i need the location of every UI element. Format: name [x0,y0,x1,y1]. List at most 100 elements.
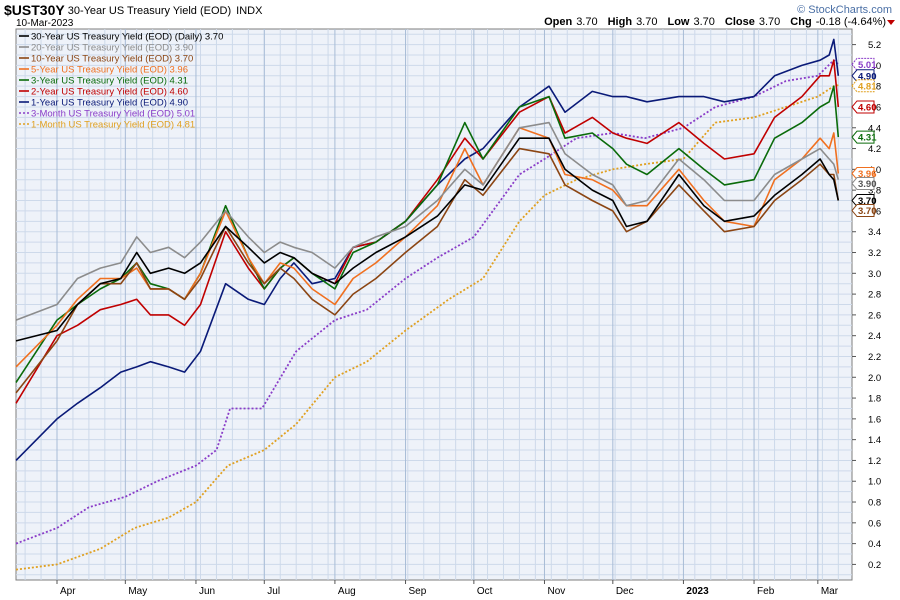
y-tick-label: 2.4 [868,331,881,342]
ohlc-value: 3.70 [576,16,597,28]
x-tick-label: Jun [199,586,215,597]
grid-lines [16,29,852,580]
value-tag-box [851,130,875,144]
x-tick-label: Dec [616,586,634,597]
x-tick-label: Jul [267,586,280,597]
y-tick-label: 2.6 [868,310,881,321]
chart-date: 10-Mar-2023 [16,18,74,29]
ohlc-label: High [608,16,633,28]
y-tick-label: 1.4 [868,435,881,446]
y-tick-label: 2.0 [868,373,881,384]
y-tick-label: 0.6 [868,518,881,529]
ohlc-value: 3.70 [759,16,780,28]
y-tick-label: 5.2 [868,40,881,51]
y-tick-label: 1.0 [868,477,881,488]
legend-label: 1-Month US Treasury Yield (EOD) 4.81 [31,120,195,131]
value-tag-label: 3.96 [858,169,877,180]
series-line [15,85,840,383]
x-tick-label: May [128,586,147,597]
legend-label: 10-Year US Treasury Yield (EOD) 3.70 [31,54,193,65]
value-tag-label: 3.70 [858,206,877,217]
y-axis: 0.2 0.4 0.6 0.8 1.0 1.2 1.4 1.6 1.8 2.0 2.2 2.4 2.6 2… [852,40,881,571]
x-tick-label: Mar [821,586,839,597]
y-tick-label: 3.4 [868,227,881,238]
down-arrow-icon [887,20,895,25]
value-tag: 3.70 [851,204,877,218]
y-tick-label: 1.6 [868,414,881,425]
y-tick-label: 1.8 [868,394,881,405]
series-line [15,84,839,571]
y-tick-label: 0.4 [868,539,881,550]
legend-label: 30-Year US Treasury Yield (EOD) (Daily) … [31,32,223,43]
value-tag-label: 4.31 [858,133,877,144]
legend-label: 20-Year US Treasury Yield (EOD) 3.90 [31,43,193,54]
legend-label: 3-Month US Treasury Yield (EOD) 5.01 [31,109,195,120]
legend-label: 5-Year US Treasury Yield (EOD) 3.96 [31,65,188,76]
series-line [15,147,840,394]
value-tag: 4.31 [851,130,877,144]
legend-label: 2-Year US Treasury Yield (EOD) 4.60 [31,87,188,98]
ohlc-label: Chg [790,16,811,28]
x-tick-label: Feb [757,586,775,597]
chart-exchange: INDX [236,5,263,17]
chart-symbol: $UST30Y [4,2,65,18]
series-line [15,121,840,321]
series-line [15,59,839,545]
y-tick-label: 4.6 [868,102,881,113]
last-value-tags: 5.014.904.81 4.60 4.31 3.963.90 3.703.70 [851,57,877,218]
value-tag: 4.60 [851,100,877,114]
x-axis: Apr May Jun Jul Aug Sep Oct Nov Dec 2023 Feb Mar [56,580,839,597]
ohlc-label: Low [667,16,689,28]
ohlc-label: Close [725,16,755,28]
value-tag: 3.90 [851,177,877,191]
value-tag-box [851,100,875,114]
value-tag-label: 5.01 [858,60,877,71]
y-tick-label: 3.0 [868,269,881,280]
y-tick-label: 1.2 [868,456,881,467]
legend-label: 1-Year US Treasury Yield (EOD) 4.90 [31,98,188,109]
value-tag-box [851,79,875,93]
value-tag-label: 4.81 [858,81,877,92]
value-tag-label: 4.90 [858,71,877,82]
x-tick-label: Apr [60,586,76,597]
series-line [15,59,840,404]
y-tick-label: 3.2 [868,248,881,259]
ohlc-value: -0.18 (-4.64%) [816,16,886,28]
value-tag-label: 3.70 [858,196,877,207]
value-tag-box [851,57,875,71]
value-tag-box [851,177,875,191]
x-tick-label: 2023 [686,586,709,597]
value-tag-label: 4.60 [858,102,877,113]
y-tick-label: 4.0 [868,165,881,176]
y-tick-label: 0.8 [868,498,881,509]
series-line [15,137,840,342]
y-tick-label: 0.2 [868,560,881,571]
series-lines [15,38,840,571]
value-tag: 5.01 [851,57,877,71]
ohlc-readout: Open 3.70 High 3.70 Low 3.70 Close 3.70 Chg -0.18… [544,16,886,28]
x-tick-label: Nov [547,586,565,597]
legend: 30-Year US Treasury Yield (EOD) (Daily) … [19,32,223,131]
y-tick-label: 5.0 [868,61,881,72]
x-tick-label: Aug [338,586,356,597]
x-tick-label: Oct [477,586,493,597]
legend-label: 3-Year US Treasury Yield (EOD) 4.31 [31,76,188,87]
y-tick-label: 2.2 [868,352,881,363]
y-tick-label: 4.8 [868,82,881,93]
x-tick-label: Sep [409,586,427,597]
value-tag-label: 3.90 [858,179,877,190]
chart-description: 30-Year US Treasury Yield (EOD) [68,5,231,17]
value-tag: 4.81 [851,79,877,93]
y-tick-label: 3.6 [868,206,881,217]
ohlc-value: 3.70 [693,16,714,28]
y-tick-label: 4.2 [868,144,881,155]
change-down-icon [887,20,895,25]
value-tag-box [851,204,875,218]
y-tick-label: 4.4 [868,123,881,134]
watermark: © StockCharts.com [797,4,892,16]
y-tick-label: 3.8 [868,186,881,197]
y-tick-label: 2.8 [868,290,881,301]
ohlc-value: 3.70 [636,16,657,28]
ohlc-label: Open [544,16,572,28]
